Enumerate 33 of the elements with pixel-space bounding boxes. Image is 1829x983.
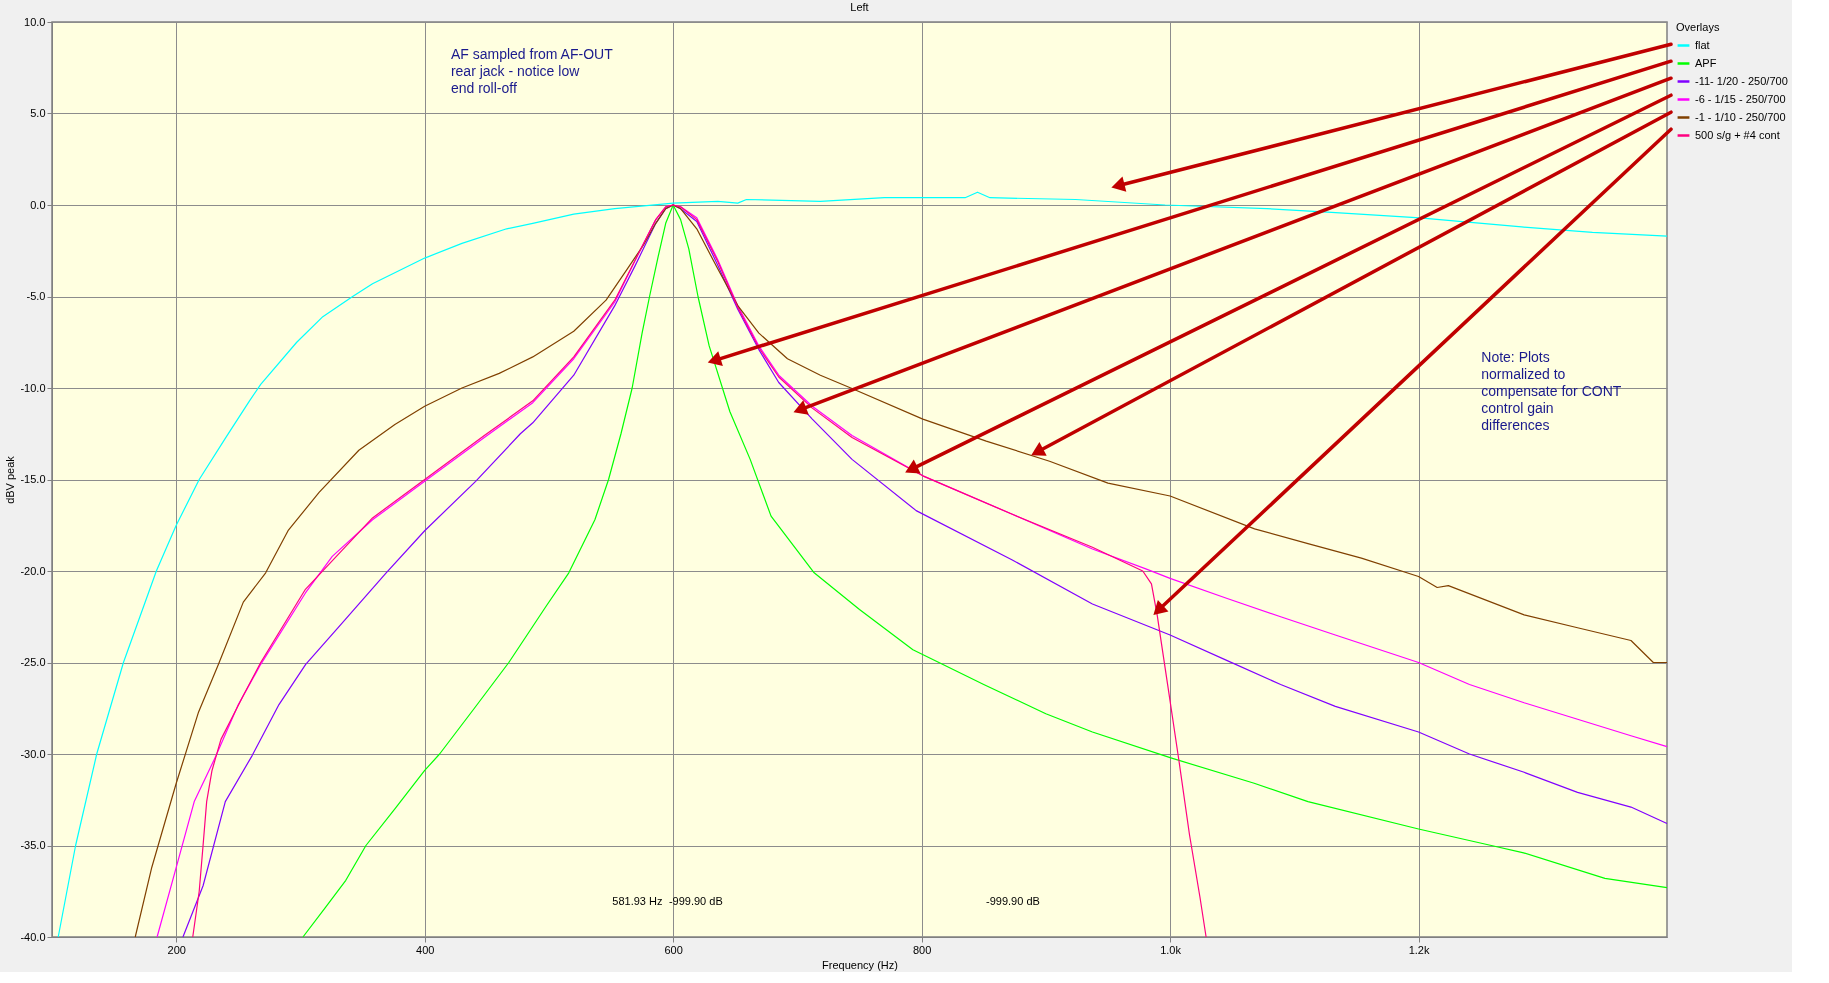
x-tick-label: 200 — [167, 943, 186, 956]
x-tick-label: 1.0k — [1160, 943, 1182, 956]
y-tick-label: 10.0 — [24, 15, 46, 28]
y-tick-label: 0.0 — [30, 198, 46, 211]
annotation: -999.90 dB — [986, 895, 1040, 908]
y-tick-label: -25.0 — [20, 656, 46, 668]
y-axis-title: dBV peak — [4, 455, 17, 504]
x-tick-label: 1.2k — [1408, 943, 1430, 956]
x-tick-label: 400 — [416, 943, 435, 956]
y-tick-label: -20.0 — [20, 564, 46, 577]
y-tick-label: -15.0 — [20, 473, 46, 485]
chart-title: Left — [850, 1, 869, 13]
legend-title: Overlays — [1676, 21, 1720, 33]
annotation: Note: Plots normalized to compensate for CONT control gain differences — [1481, 349, 1622, 434]
y-tick-label: -40.0 — [20, 930, 46, 943]
y-tick-label: -30.0 — [20, 747, 46, 760]
x-axis-title: Frequency (Hz) — [822, 958, 898, 971]
legend-label: 500 s/g + #4 cont — [1695, 128, 1780, 141]
line-series — [192, 204, 1207, 938]
y-tick-label: -5.0 — [26, 290, 46, 302]
y-tick-label: -10.0 — [20, 381, 46, 394]
legend-label: flat — [1695, 38, 1710, 51]
x-tick-label: 800 — [912, 943, 932, 956]
legend-label: APF — [1695, 56, 1717, 69]
annotation: AF sampled from AF-OUT rear jack - notice low end roll-off — [450, 45, 614, 96]
annotation: 581.93 Hz — [612, 895, 663, 908]
annotation: -999.90 dB — [668, 895, 723, 908]
legend-label: -6 - 1/15 - 250/700 — [1695, 92, 1786, 105]
y-tick-label: 5.0 — [30, 107, 46, 119]
x-tick-label: 600 — [664, 943, 683, 956]
legend-label: -1 - 1/10 - 250/700 — [1695, 110, 1786, 123]
legend-label: -11- 1/20 - 250/700 — [1695, 74, 1788, 87]
y-tick-label: -35.0 — [20, 839, 46, 851]
